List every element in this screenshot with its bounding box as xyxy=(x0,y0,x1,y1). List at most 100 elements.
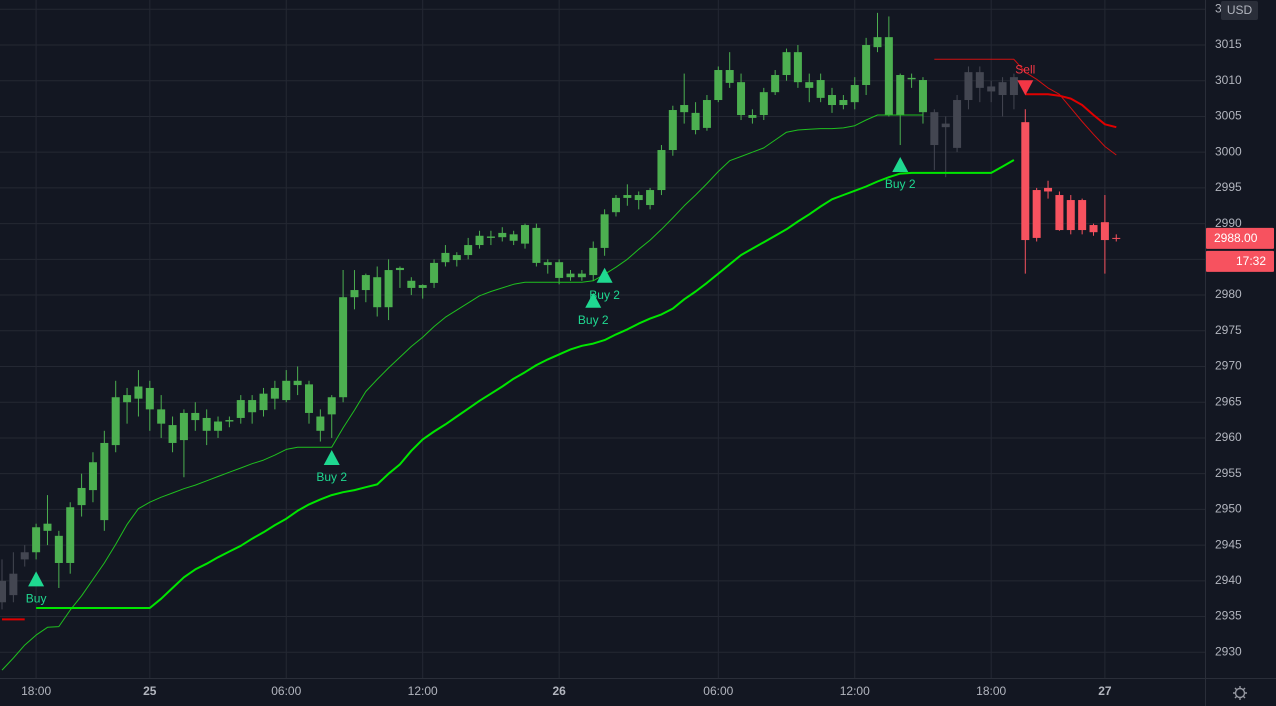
trail-line xyxy=(36,159,1015,609)
candle-body xyxy=(259,393,268,411)
candle-body xyxy=(680,105,689,113)
signal-label: Buy 2 xyxy=(316,470,347,484)
x-tick-label: 27 xyxy=(1098,684,1112,698)
candle-body xyxy=(66,507,75,563)
candle-body xyxy=(771,75,780,93)
currency-badge xyxy=(1221,1,1258,20)
candle-body xyxy=(361,275,370,291)
candle-body xyxy=(987,86,996,92)
x-tick-label: 18:00 xyxy=(976,684,1006,698)
candle-body xyxy=(407,280,416,288)
candle-body xyxy=(623,195,632,198)
trail-line xyxy=(934,58,1117,156)
candle-body xyxy=(941,123,950,128)
x-tick-label: 12:00 xyxy=(408,684,438,698)
settings-icon[interactable] xyxy=(1233,686,1247,700)
candle-body xyxy=(270,387,279,399)
candle-body xyxy=(179,412,188,441)
buy-marker xyxy=(892,157,909,173)
signal-label: Buy 2 xyxy=(885,177,916,191)
candle-body xyxy=(32,527,41,553)
candle-body xyxy=(475,235,484,246)
candle-body xyxy=(930,112,939,146)
y-tick-label: 3010 xyxy=(1215,73,1242,87)
signal-label: Buy xyxy=(26,592,47,606)
candle-body xyxy=(236,400,245,418)
candle-body xyxy=(1066,200,1075,231)
candle-body xyxy=(918,80,927,113)
candle-body xyxy=(862,45,871,86)
candle-body xyxy=(168,425,177,443)
candle-body xyxy=(1009,77,1018,96)
candle-body xyxy=(225,420,234,422)
sell-marker xyxy=(1017,80,1034,96)
axes: 2930 2935 2940 2945 2950 2955 2960 2965 2970 2975… xyxy=(21,1,1274,698)
currency: USD xyxy=(1227,3,1253,17)
candle-body xyxy=(157,409,166,424)
x-tick-label: 12:00 xyxy=(840,684,870,698)
candle-body xyxy=(691,112,700,131)
candle-body xyxy=(88,462,97,491)
candle-body xyxy=(782,52,791,76)
candle-body xyxy=(748,115,757,118)
candle-body xyxy=(202,417,211,431)
candle-body xyxy=(964,72,973,101)
candle-body xyxy=(509,234,518,241)
candle-body xyxy=(111,397,120,446)
candle-body xyxy=(873,37,882,48)
candle-body xyxy=(214,421,223,431)
grid xyxy=(0,0,1205,678)
x-tick-label: 18:00 xyxy=(21,684,51,698)
candle-body xyxy=(134,386,143,399)
candle-body xyxy=(805,82,814,88)
candle-body xyxy=(293,380,302,386)
candle-body xyxy=(600,214,609,248)
y-tick-label: 3000 xyxy=(1215,144,1242,158)
candle-body xyxy=(532,227,541,263)
candle-body xyxy=(975,72,984,88)
signal-label: Buy 2 xyxy=(589,288,620,302)
countdown: 17:32 xyxy=(1236,254,1266,268)
buy-marker xyxy=(585,292,602,308)
candle-body xyxy=(839,100,848,106)
y-tick-label: 2945 xyxy=(1215,537,1242,551)
y-tick-label: 2990 xyxy=(1215,216,1242,230)
gear-teeth[interactable] xyxy=(1233,686,1247,700)
candle-body xyxy=(1044,187,1053,192)
trail-line xyxy=(2,93,1117,621)
y-tick-label: 2955 xyxy=(1215,466,1242,480)
candle-body xyxy=(714,70,723,101)
candle-body xyxy=(282,380,291,401)
candle-body xyxy=(0,580,6,603)
x-tick-label: 25 xyxy=(143,684,157,698)
candle-body xyxy=(611,197,620,213)
candle-body xyxy=(316,416,325,431)
countdown-box xyxy=(1206,250,1274,272)
plot-area: Buy Buy 2 Buy 2 Buy 2 Buy 2 Sell xyxy=(0,12,1121,671)
candle-body xyxy=(737,82,746,116)
candle-body xyxy=(702,100,711,128)
y-tick-label: 2935 xyxy=(1215,609,1242,623)
candle-body xyxy=(384,270,393,308)
x-tick-label: 06:00 xyxy=(271,684,301,698)
x-tick-label: 26 xyxy=(552,684,566,698)
candle-body xyxy=(498,232,507,238)
candle-body xyxy=(1089,225,1098,233)
candle-body xyxy=(248,400,257,413)
buy-marker xyxy=(596,267,613,283)
candle-body xyxy=(577,273,586,278)
candle-body xyxy=(430,262,439,283)
candle-body xyxy=(1021,122,1030,241)
candle-body xyxy=(1112,237,1121,239)
candle-body xyxy=(555,262,564,278)
y-tick-label: 3005 xyxy=(1215,109,1242,123)
candle-body xyxy=(43,523,52,531)
candle-body xyxy=(486,236,495,238)
y-tick-label: 2995 xyxy=(1215,180,1242,194)
candle-body xyxy=(646,190,655,206)
candle-body xyxy=(418,285,427,288)
buy-marker xyxy=(323,449,340,465)
candle-body xyxy=(953,100,962,148)
